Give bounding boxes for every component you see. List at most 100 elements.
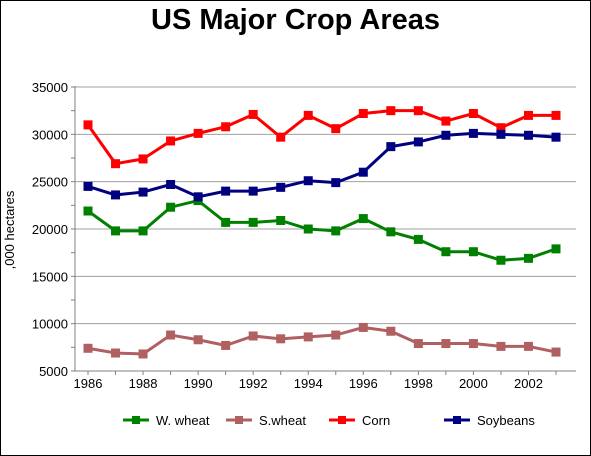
axes <box>71 86 576 375</box>
point-s-wheat-1988 <box>138 349 148 359</box>
y-tick-label-35000: 35000 <box>32 80 68 95</box>
point-s-wheat-1998 <box>413 339 423 349</box>
point-w-wheat-1998 <box>413 234 423 244</box>
point-soybeans-1987 <box>111 190 121 200</box>
point-soybeans-1995 <box>331 178 341 188</box>
point-corn-1995 <box>331 124 341 134</box>
point-w-wheat-1996 <box>358 214 368 224</box>
point-soybeans-1989 <box>166 180 176 190</box>
point-w-wheat-1997 <box>386 227 396 237</box>
point-s-wheat-1994 <box>303 332 313 342</box>
point-corn-1999 <box>441 116 451 126</box>
point-soybeans-1998 <box>413 137 423 147</box>
point-w-wheat-1993 <box>276 215 286 225</box>
point-w-wheat-2001 <box>496 255 506 265</box>
point-soybeans-1994 <box>303 176 313 186</box>
point-w-wheat-1995 <box>331 226 341 236</box>
point-soybeans-1997 <box>386 142 396 152</box>
series-group <box>83 106 561 359</box>
point-w-wheat-1994 <box>303 224 313 234</box>
series-line-soybeans <box>87 131 557 199</box>
point-soybeans-2001 <box>496 129 506 139</box>
point-s-wheat-2001 <box>496 341 506 351</box>
point-w-wheat-1987 <box>111 226 121 236</box>
point-s-wheat-1993 <box>276 334 286 344</box>
point-w-wheat-1992 <box>248 217 258 227</box>
legend-label-soybeans: Soybeans <box>477 413 535 428</box>
y-tick-labels: 5000 10000 15000 20000 25000 30000 35000 <box>32 80 68 379</box>
point-s-wheat-2002 <box>523 341 533 351</box>
point-s-wheat-1991 <box>221 340 231 350</box>
point-corn-1987 <box>111 159 121 169</box>
point-s-wheat-2003 <box>551 347 561 357</box>
legend-marker-soybeans <box>453 416 461 424</box>
x-tick-label-1994: 1994 <box>294 376 323 391</box>
point-corn-1988 <box>138 154 148 164</box>
y-tick-label-5000: 5000 <box>39 364 68 379</box>
point-corn-1991 <box>221 122 231 132</box>
series-s-wheat <box>83 322 561 359</box>
point-s-wheat-1986 <box>83 343 93 353</box>
y-axis-label: ,000 hectares <box>2 190 17 269</box>
point-corn-2003 <box>551 110 561 120</box>
series-line-w-wheat <box>87 198 557 262</box>
point-corn-1994 <box>303 110 313 120</box>
point-soybeans-1986 <box>83 181 93 191</box>
legend-marker-corn <box>338 416 346 424</box>
point-s-wheat-1990 <box>193 335 203 345</box>
point-corn-1993 <box>276 132 286 142</box>
x-tick-label-1988: 1988 <box>129 376 158 391</box>
y-tick-label-25000: 25000 <box>32 175 68 190</box>
legend-item-w-wheat: W. wheat <box>123 413 210 428</box>
series-w-wheat <box>83 196 561 265</box>
point-s-wheat-1987 <box>111 348 121 358</box>
point-s-wheat-1999 <box>441 339 451 349</box>
x-tick-label-1992: 1992 <box>239 376 268 391</box>
point-w-wheat-1991 <box>221 217 231 227</box>
point-corn-1998 <box>413 106 423 116</box>
point-corn-2001 <box>496 123 506 133</box>
x-tick-label-1986: 1986 <box>74 376 103 391</box>
series-soybeans <box>83 128 561 202</box>
point-w-wheat-1999 <box>441 247 451 257</box>
legend-label-corn: Corn <box>362 413 390 428</box>
legend-item-corn: Corn <box>329 413 390 428</box>
point-w-wheat-1988 <box>138 226 148 236</box>
point-w-wheat-2002 <box>523 253 533 263</box>
point-soybeans-1996 <box>358 167 368 177</box>
point-s-wheat-1996 <box>358 322 368 332</box>
point-corn-1992 <box>248 109 258 119</box>
point-corn-1989 <box>166 136 176 146</box>
point-corn-2002 <box>523 110 533 120</box>
legend-marker-w-wheat <box>132 416 140 424</box>
x-tick-label-1998: 1998 <box>404 376 433 391</box>
point-s-wheat-1989 <box>166 330 176 340</box>
point-soybeans-1993 <box>276 182 286 192</box>
point-s-wheat-1997 <box>386 326 396 336</box>
x-tick-label-1990: 1990 <box>184 376 213 391</box>
point-soybeans-1999 <box>441 130 451 140</box>
legend: W. wheat S.wheat Corn Soybeans <box>123 413 535 428</box>
point-s-wheat-1995 <box>331 330 341 340</box>
y-tick-label-20000: 20000 <box>32 222 68 237</box>
point-corn-1997 <box>386 106 396 116</box>
legend-item-soybeans: Soybeans <box>444 413 535 428</box>
legend-label-s-wheat: S.wheat <box>259 413 306 428</box>
y-tick-label-30000: 30000 <box>32 127 68 142</box>
point-soybeans-2000 <box>468 128 478 138</box>
point-corn-1986 <box>83 120 93 130</box>
legend-item-s-wheat: S.wheat <box>226 413 306 428</box>
point-w-wheat-2003 <box>551 244 561 254</box>
point-corn-1996 <box>358 109 368 119</box>
y-tick-label-15000: 15000 <box>32 269 68 284</box>
series-line-corn <box>86 109 556 166</box>
point-corn-2000 <box>468 109 478 119</box>
series-line-s-wheat <box>87 325 557 356</box>
point-soybeans-2002 <box>523 130 533 140</box>
point-soybeans-1988 <box>138 187 148 197</box>
series-corn <box>83 106 561 169</box>
point-w-wheat-1989 <box>166 202 176 212</box>
x-tick-labels: 1986 1988 1990 1992 1994 1996 1998 2000 2002 <box>74 376 543 391</box>
